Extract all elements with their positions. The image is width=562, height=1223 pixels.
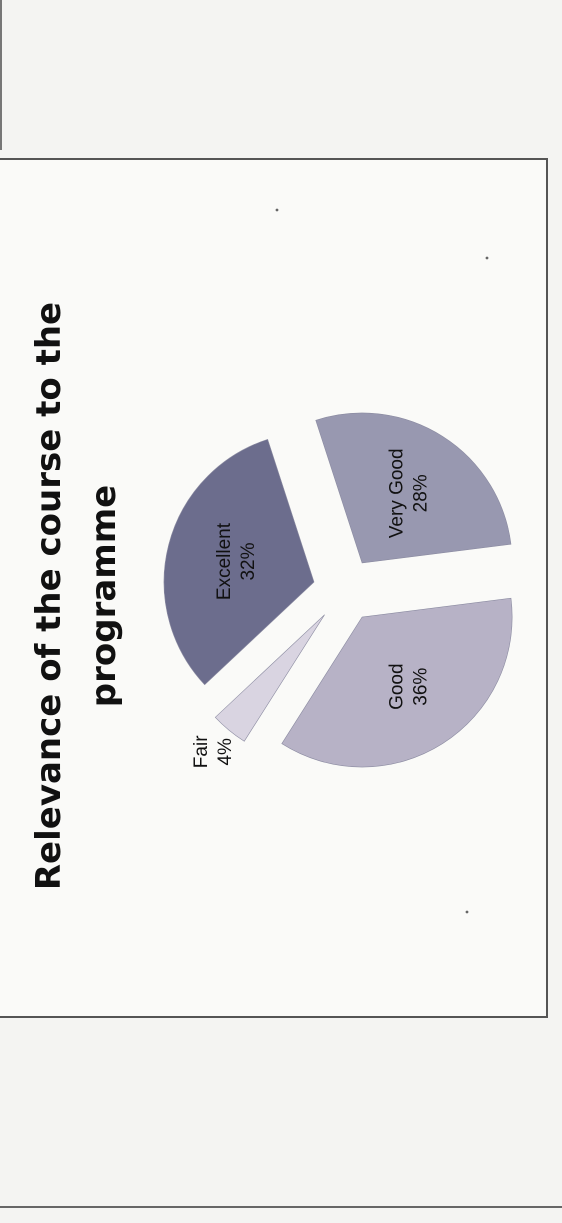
speck <box>485 256 489 260</box>
pie-label-name: Fair <box>191 735 212 768</box>
pie-slice-very-good <box>315 412 512 564</box>
chart-title: Relevance of the course to the programme <box>29 302 124 890</box>
pie-slice-fair <box>214 614 325 742</box>
pie-slices <box>163 412 513 768</box>
page-edge-line <box>0 0 2 150</box>
speck <box>275 208 279 212</box>
pie-slice-good <box>281 597 513 768</box>
pie-label-name: Good <box>386 663 407 709</box>
pie-slice-excellent <box>163 439 315 686</box>
pie-labels: Fair 4% Excellent 32% Very Good 28% Good 36% <box>191 448 431 768</box>
pie-label-value: 32% <box>238 542 259 580</box>
pie-label-value: 36% <box>410 668 431 706</box>
pie-label-name: Excellent <box>214 522 235 600</box>
chart-title-line-1: Relevance of the course to the <box>29 302 69 890</box>
pie-label-value: 28% <box>410 474 431 512</box>
page-bottom-line <box>0 1206 562 1208</box>
chart-title-line-2: programme <box>84 485 124 707</box>
speck <box>465 910 469 914</box>
pie-label-name: Very Good <box>386 448 407 538</box>
pie-label-value: 4% <box>215 738 236 766</box>
